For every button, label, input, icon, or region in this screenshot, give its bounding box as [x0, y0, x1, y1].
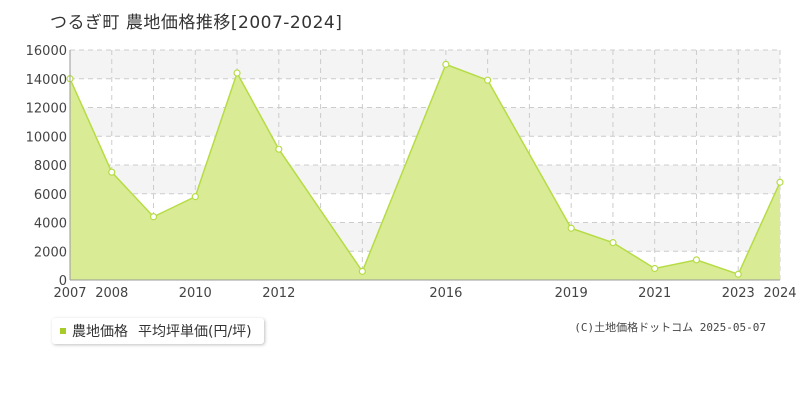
data-point	[652, 266, 658, 272]
data-point	[151, 214, 157, 220]
legend-swatch-icon	[60, 328, 66, 334]
y-tick-labels: 0 2000 4000 6000 8000 10000 12000 14000 16000	[26, 44, 67, 289]
x-tick-label: 2008	[95, 286, 128, 301]
x-tick-label: 2012	[262, 286, 295, 301]
data-point	[443, 61, 449, 67]
y-tick-label: 8000	[34, 159, 67, 174]
data-point	[735, 271, 741, 277]
data-point	[485, 77, 491, 83]
y-tick-label: 2000	[34, 245, 67, 260]
data-point	[359, 268, 365, 274]
y-tick-label: 0	[59, 274, 67, 289]
legend-unit-label: 平均坪単価(円/坪)	[138, 321, 252, 341]
x-tick-label: 2019	[555, 286, 588, 301]
x-tick-label: 2016	[429, 286, 462, 301]
x-tick-label: 2024	[763, 286, 796, 301]
y-tick-label: 16000	[26, 44, 67, 59]
data-point	[568, 225, 574, 231]
data-point	[109, 169, 115, 175]
y-tick-label: 14000	[26, 73, 67, 88]
data-point	[192, 194, 198, 200]
data-point	[693, 257, 699, 263]
data-point	[234, 70, 240, 76]
legend: 農地価格 平均坪単価(円/坪)	[52, 318, 264, 344]
grid-band	[70, 50, 780, 79]
x-tick-label: 2021	[638, 286, 671, 301]
y-tick-label: 4000	[34, 217, 67, 232]
data-point	[276, 146, 282, 152]
x-tick-labels: 2007 2008 2010 2012 2016 2019 2021 2023 2024	[53, 286, 796, 301]
y-tick-label: 6000	[34, 188, 67, 203]
legend-series-name: 農地価格	[72, 321, 128, 341]
copyright-credit: (C)土地価格ドットコム 2025-05-07	[574, 319, 766, 335]
x-tick-label: 2023	[722, 286, 755, 301]
data-point	[610, 240, 616, 246]
y-tick-label: 10000	[26, 130, 67, 145]
x-tick-label: 2010	[179, 286, 212, 301]
data-point	[777, 179, 783, 185]
y-tick-label: 12000	[26, 102, 67, 117]
